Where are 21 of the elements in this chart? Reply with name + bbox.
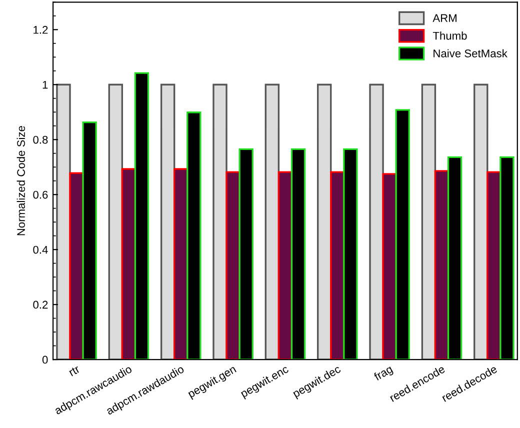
y-tick-label: 1.2 [34, 26, 48, 34]
bar [264, 84, 280, 360]
bar [56, 84, 71, 360]
y-axis-title: Normalized Code Size [16, 126, 25, 236]
y-tick-label: 1 [42, 80, 48, 89]
legend-label: Thumb [432, 32, 467, 40]
bar [474, 84, 488, 360]
y-tick-label: 0 [42, 356, 48, 364]
y-tick-label: 0.4 [33, 246, 48, 254]
y-tick-label: 0.6 [33, 190, 48, 199]
bar [212, 84, 228, 360]
bar [108, 84, 124, 360]
bar [421, 84, 436, 360]
bar [369, 84, 384, 360]
bar [382, 173, 397, 360]
y-tick-label: 0.2 [33, 300, 48, 309]
legend-label: ARM [432, 14, 456, 22]
legend-label: Naive SetMask [434, 49, 508, 58]
bar [316, 84, 332, 360]
bar [160, 84, 176, 360]
y-tick-label: 0.8 [33, 136, 48, 144]
